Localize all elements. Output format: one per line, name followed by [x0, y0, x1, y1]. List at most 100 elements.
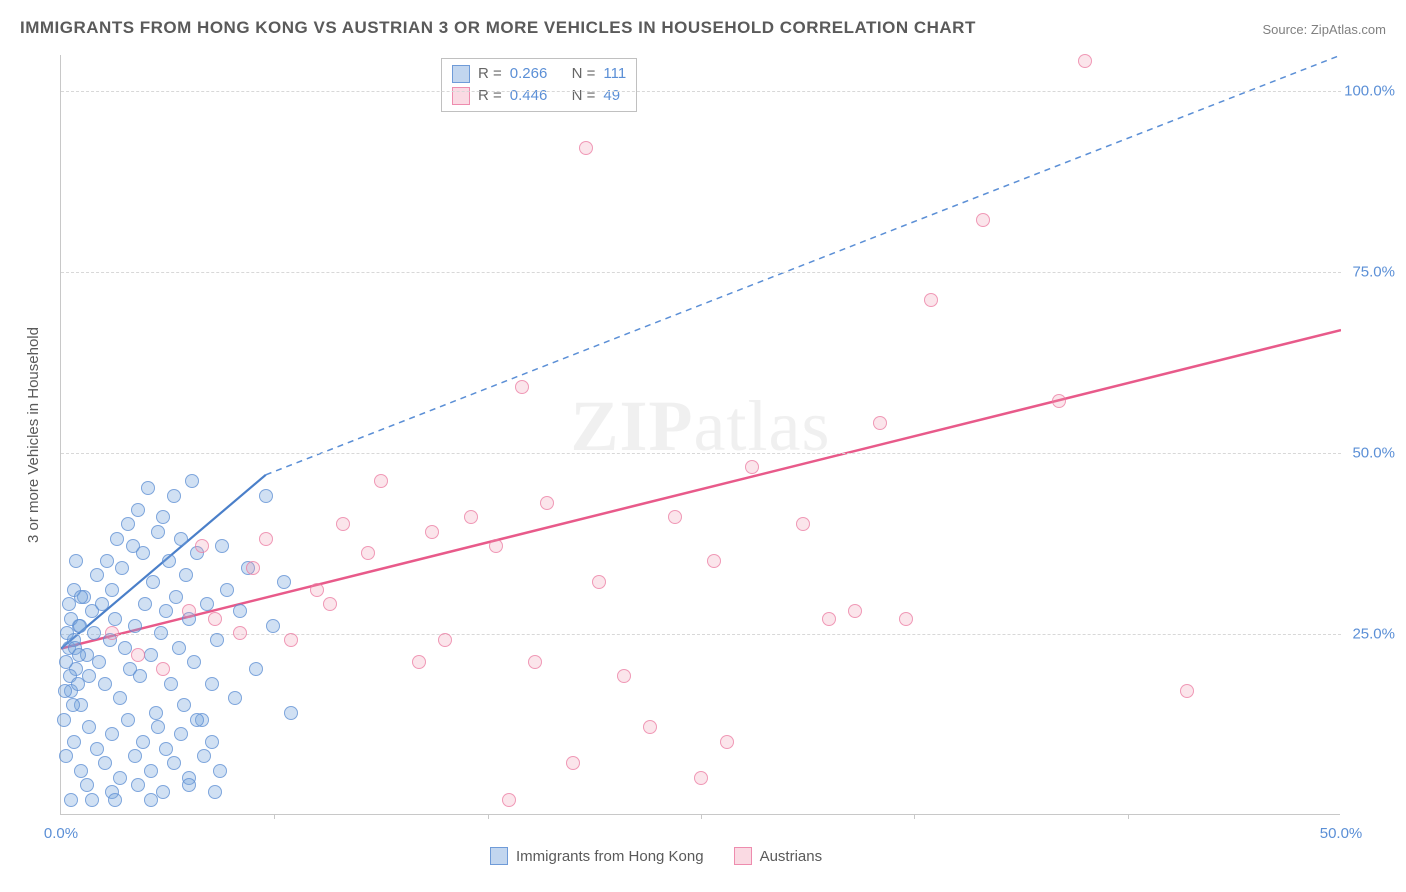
scatter-point	[138, 597, 152, 611]
scatter-point	[259, 489, 273, 503]
scatter-point	[90, 568, 104, 582]
scatter-point	[105, 626, 119, 640]
scatter-point	[90, 742, 104, 756]
legend-item: Immigrants from Hong Kong	[490, 847, 704, 865]
bottom-legend: Immigrants from Hong Kong Austrians	[490, 847, 822, 865]
gridline	[61, 91, 1341, 92]
scatter-point	[179, 568, 193, 582]
scatter-point	[246, 561, 260, 575]
scatter-point	[720, 735, 734, 749]
scatter-point	[1078, 54, 1092, 68]
scatter-point	[113, 771, 127, 785]
scatter-point	[156, 662, 170, 676]
y-tick-label: 75.0%	[1352, 264, 1395, 281]
scatter-point	[643, 720, 657, 734]
scatter-point	[151, 720, 165, 734]
scatter-point	[284, 633, 298, 647]
scatter-point	[796, 517, 810, 531]
source-link[interactable]: ZipAtlas.com	[1311, 22, 1386, 37]
scatter-point	[187, 655, 201, 669]
scatter-point	[208, 612, 222, 626]
scatter-point	[59, 655, 73, 669]
trendline-pink	[61, 330, 1341, 648]
scatter-point	[85, 793, 99, 807]
n-label: N =	[572, 63, 596, 85]
scatter-point	[105, 583, 119, 597]
scatter-point	[515, 380, 529, 394]
scatter-point	[361, 546, 375, 560]
n-label: N =	[572, 85, 596, 107]
scatter-point	[266, 619, 280, 633]
scatter-point	[110, 532, 124, 546]
scatter-point	[95, 597, 109, 611]
r-value: 0.266	[510, 63, 548, 85]
scatter-point	[113, 691, 127, 705]
scatter-point	[159, 742, 173, 756]
trend-lines	[61, 55, 1341, 815]
scatter-point	[220, 583, 234, 597]
scatter-point	[1052, 394, 1066, 408]
scatter-point	[205, 677, 219, 691]
scatter-point	[177, 698, 191, 712]
scatter-point	[215, 539, 229, 553]
scatter-point	[174, 727, 188, 741]
scatter-point	[197, 749, 211, 763]
x-minor-tick	[1128, 814, 1129, 819]
scatter-point	[156, 510, 170, 524]
gridline	[61, 272, 1341, 273]
scatter-point	[174, 532, 188, 546]
scatter-point	[873, 416, 887, 430]
scatter-point	[899, 612, 913, 626]
scatter-point	[592, 575, 606, 589]
scatter-point	[133, 669, 147, 683]
scatter-point	[249, 662, 263, 676]
scatter-point	[149, 706, 163, 720]
scatter-point	[58, 684, 72, 698]
scatter-point	[259, 532, 273, 546]
chart-area: 3 or more Vehicles in Household ZIPatlas…	[60, 55, 1380, 835]
legend-label: Immigrants from Hong Kong	[516, 848, 704, 865]
scatter-point	[169, 590, 183, 604]
x-tick-label: 50.0%	[1320, 825, 1363, 842]
scatter-point	[108, 793, 122, 807]
source-attribution: Source: ZipAtlas.com	[1262, 22, 1386, 37]
scatter-point	[284, 706, 298, 720]
scatter-point	[141, 481, 155, 495]
stats-row: R = 0.446 N = 49	[452, 85, 626, 107]
scatter-point	[694, 771, 708, 785]
scatter-point	[154, 626, 168, 640]
scatter-point	[115, 561, 129, 575]
scatter-point	[73, 619, 87, 633]
scatter-point	[57, 713, 71, 727]
scatter-point	[121, 713, 135, 727]
scatter-point	[707, 554, 721, 568]
scatter-point	[528, 655, 542, 669]
watermark: ZIPatlas	[571, 385, 831, 468]
scatter-point	[146, 575, 160, 589]
scatter-point	[438, 633, 452, 647]
scatter-point	[98, 756, 112, 770]
x-minor-tick	[914, 814, 915, 819]
scatter-point	[69, 554, 83, 568]
scatter-point	[82, 720, 96, 734]
scatter-point	[277, 575, 291, 589]
scatter-point	[213, 764, 227, 778]
scatter-point	[668, 510, 682, 524]
legend-label: Austrians	[760, 848, 823, 865]
source-prefix: Source:	[1262, 22, 1310, 37]
scatter-point	[64, 793, 78, 807]
scatter-point	[144, 793, 158, 807]
scatter-point	[182, 778, 196, 792]
scatter-point	[579, 141, 593, 155]
n-value: 49	[603, 85, 620, 107]
scatter-point	[374, 474, 388, 488]
x-minor-tick	[274, 814, 275, 819]
scatter-point	[167, 489, 181, 503]
scatter-point	[167, 756, 181, 770]
scatter-point	[1180, 684, 1194, 698]
y-tick-label: 25.0%	[1352, 626, 1395, 643]
x-tick-label: 0.0%	[44, 825, 78, 842]
scatter-point	[92, 655, 106, 669]
scatter-point	[822, 612, 836, 626]
scatter-point	[136, 735, 150, 749]
